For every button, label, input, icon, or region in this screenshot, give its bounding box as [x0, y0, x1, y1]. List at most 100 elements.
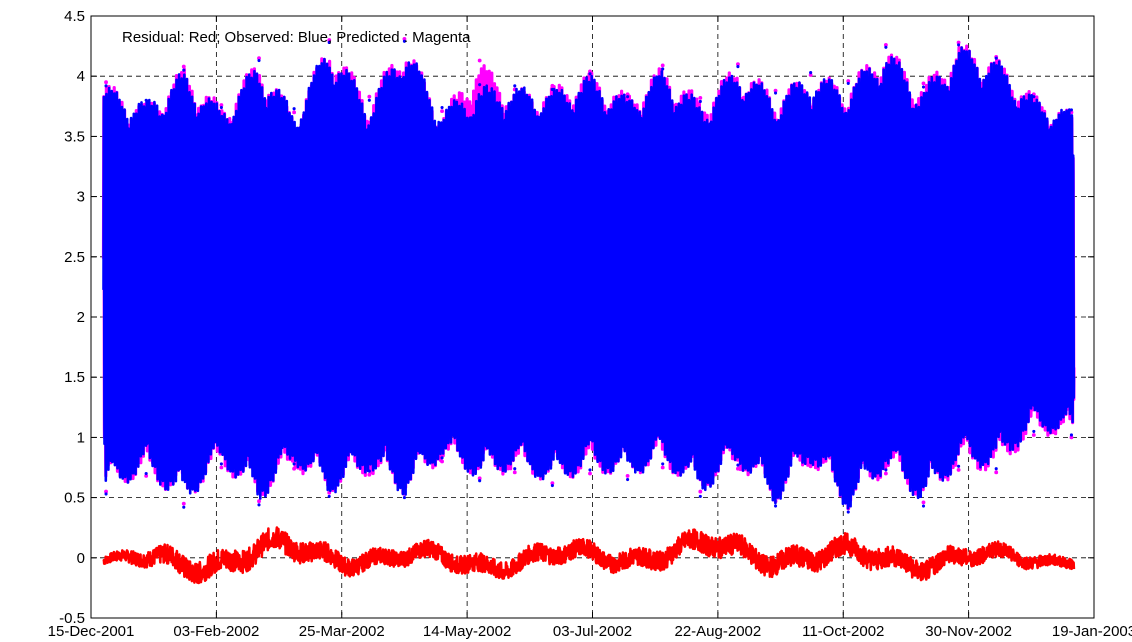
predicted-peak-point [921, 81, 926, 86]
observed-peak-point [367, 98, 371, 102]
observed-trough-point [626, 477, 630, 482]
y-tick-label: -0.5 [59, 610, 85, 627]
observed-peak-point [736, 65, 740, 69]
observed-trough-point [257, 503, 261, 507]
observed-trough-point [736, 463, 740, 467]
x-tick-label: 15-Dec-2001 [48, 623, 135, 640]
residual-series [102, 526, 1076, 585]
observed-peak-point [550, 87, 554, 92]
predicted-peak-point [550, 83, 555, 88]
observed-line [102, 46, 1076, 510]
predicted-trough-point [1069, 435, 1074, 440]
observed-trough-point [1032, 429, 1036, 433]
y-tick-label: 1 [77, 429, 85, 446]
observed-trough-point [292, 462, 296, 466]
observed-peak-point [1032, 95, 1036, 99]
observed-trough-point [104, 492, 108, 496]
x-tick-label: 25-Mar-2002 [299, 623, 385, 640]
predicted-peak-point [883, 42, 888, 47]
predicted-peak-point [773, 88, 778, 93]
observed-trough-point [588, 468, 592, 472]
observed-peak-point [513, 84, 517, 88]
plot-frame [90, 15, 1095, 619]
observed-trough-point [550, 484, 554, 488]
y-tick-label: 2 [77, 309, 85, 326]
x-tick-label: 30-Nov-2002 [925, 623, 1012, 640]
predicted-peak-point [808, 73, 813, 77]
observed-peak-point [661, 67, 665, 71]
predicted-trough-point [588, 471, 592, 476]
predicted-peak-point [327, 38, 332, 43]
predicted-trough-point [512, 470, 517, 475]
predicted-peak-point [956, 40, 961, 45]
predicted-peak-point [104, 80, 108, 85]
predicted-peak-point [846, 79, 851, 83]
observed-peak-point [698, 99, 702, 104]
predicted-trough-point [736, 466, 740, 471]
y-tick-label: 3 [77, 189, 85, 206]
predicted-peak-point [477, 58, 482, 63]
observed-trough-point [698, 494, 702, 498]
predicted-trough-point [367, 472, 372, 477]
y-tick-label: 3.5 [64, 128, 85, 145]
y-tick-label: 1.5 [64, 369, 85, 386]
observed-peak-point [884, 45, 888, 49]
predicted-trough-point [292, 466, 297, 471]
predicted-trough-point [698, 489, 703, 494]
predicted-peak-point [625, 92, 630, 97]
observed-peak-point [846, 81, 850, 85]
observed-trough-point [994, 467, 998, 471]
observed-peak-point [327, 40, 331, 45]
predicted-peak-point [181, 64, 186, 69]
predicted-trough-point [625, 474, 630, 478]
observed-peak-point [957, 43, 961, 47]
observed-peak-point [104, 84, 108, 88]
observed-trough-point [144, 471, 148, 476]
predicted-peak-point [660, 63, 665, 68]
observed-peak-point [773, 91, 778, 95]
predicted-trough-point [883, 471, 888, 476]
observed-trough-point [478, 479, 482, 483]
x-tick-label: 03-Jul-2002 [553, 623, 632, 640]
y-tick-label: 2.5 [64, 249, 85, 266]
y-tick-label: 0.5 [64, 490, 85, 507]
observed-trough-point [773, 504, 778, 508]
predicted-trough-point [181, 501, 186, 506]
observed-peak-point [994, 56, 998, 60]
predicted-peak-point [257, 56, 261, 61]
predicted-trough-point [994, 470, 999, 475]
axes-layer: -0.5 0 0.5 1 1.5 2 2.5 3 3.5 4 4.5 15-Dec-2001 03-Fe… [48, 8, 1132, 640]
observed-trough-point [661, 462, 665, 466]
x-tick-label: 22-Aug-2002 [675, 623, 762, 640]
observed-peak-point [626, 95, 630, 99]
predicted-peak-point [402, 36, 407, 41]
y-tick-label: 4 [77, 68, 85, 85]
predicted-peak-point [219, 103, 224, 108]
observed-peak-point [219, 105, 223, 110]
y-tick-label: 4.5 [64, 8, 85, 25]
chart-annotation: Residual: Red; Observed: Blue; Predicted… [122, 29, 471, 46]
observed-trough-point [327, 494, 331, 498]
x-tick-label: 14-May-2002 [423, 623, 511, 640]
observed-trough-point [1069, 433, 1073, 437]
predicted-trough-point [104, 489, 108, 494]
x-tick-label: 19-Jan-2003 [1052, 623, 1132, 640]
observed-trough-point [513, 467, 517, 471]
observed-peak-point [809, 71, 813, 75]
y-tick-label: 0 [77, 550, 85, 567]
predicted-trough-point [477, 476, 482, 481]
predicted-trough-point [921, 500, 926, 505]
predicted-peak-point [698, 95, 703, 100]
observed-peak-point [257, 58, 261, 63]
predicted-trough-point [660, 465, 665, 470]
predicted-trough-point [144, 474, 149, 478]
observed-trough-point [921, 504, 926, 508]
observed-peak-point [440, 105, 444, 110]
observed-trough-point [182, 505, 186, 509]
predicted-peak-point [588, 69, 592, 74]
residual-line [102, 526, 1076, 585]
predicted-peak-point [736, 62, 740, 67]
observed-peak-point [292, 107, 296, 111]
observed-trough-point [402, 496, 406, 500]
